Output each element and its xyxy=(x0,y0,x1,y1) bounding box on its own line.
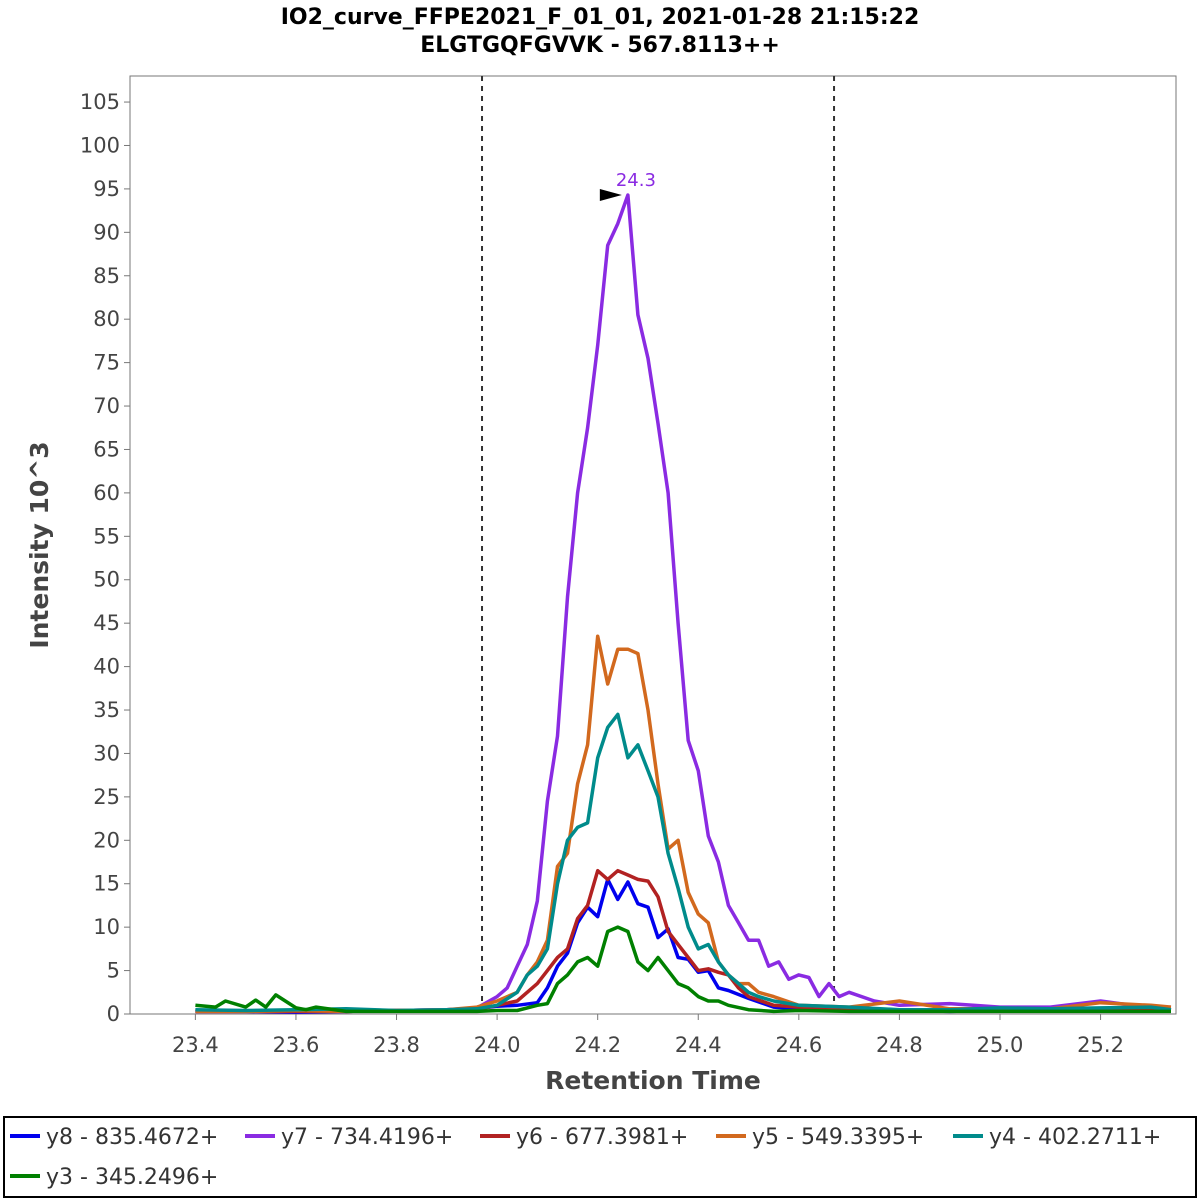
peak-boundaries xyxy=(481,76,836,1014)
x-axis: 23.4 23.6 23.8 24.0 24.2 24.4 24.6 24.8 25.0 25.2 xyxy=(172,1014,1124,1057)
peak-annotation: 24.3 xyxy=(599,170,656,201)
y-tick-label: 20 xyxy=(93,828,120,852)
y-tick-label: 75 xyxy=(93,351,120,375)
x-tick-label: 24.2 xyxy=(574,1033,621,1057)
x-axis-title: Retention Time xyxy=(545,1066,761,1095)
legend-label: y4 - 402.2711+ xyxy=(989,1125,1161,1150)
chart-title-line2: ELGTGQFGVVK - 567.8113++ xyxy=(420,33,780,58)
y-tick-label: 70 xyxy=(93,394,120,418)
x-tick-label: 24.6 xyxy=(775,1033,822,1057)
x-tick-label: 24.0 xyxy=(474,1033,521,1057)
x-tick-label: 24.8 xyxy=(876,1033,923,1057)
legend-label: y5 - 549.3395+ xyxy=(752,1125,924,1150)
y-tick-label: 90 xyxy=(93,220,120,244)
x-tick-label: 25.2 xyxy=(1077,1033,1124,1057)
series-layer xyxy=(195,193,1172,1015)
y-tick-label: 85 xyxy=(93,264,120,288)
y-tick-label: 0 xyxy=(107,1002,120,1026)
plot-area xyxy=(129,75,1177,1015)
x-tick-label: 25.0 xyxy=(977,1033,1024,1057)
peak-label: 24.3 xyxy=(616,170,656,191)
y-tick-label: 105 xyxy=(80,90,120,114)
chart-title-line1: IO2_curve_FFPE2021_F_01_01, 2021-01-28 2… xyxy=(281,5,920,30)
y-tick-label: 25 xyxy=(93,785,120,809)
y-tick-label: 30 xyxy=(93,741,120,765)
series-line-2 xyxy=(195,193,1172,1014)
legend: y8 - 835.4672+ y7 - 734.4196+ y6 - 677.398… xyxy=(10,1125,1161,1190)
series-line-6 xyxy=(195,925,1171,1014)
y-axis-title: Intensity 10^3 xyxy=(25,441,54,648)
legend-box xyxy=(3,1116,1197,1198)
legend-label: y3 - 345.2496+ xyxy=(46,1165,218,1190)
y-axis: 0 5 10 15 20 25 30 35 40 45 50 55 60 65 70 75 80 85 90 95 10… xyxy=(80,90,130,1026)
y-tick-label: 15 xyxy=(93,872,120,896)
x-tick-label: 23.8 xyxy=(373,1033,420,1057)
y-tick-label: 100 xyxy=(80,133,120,157)
y-tick-label: 45 xyxy=(93,611,120,635)
y-tick-label: 80 xyxy=(93,307,120,331)
legend-label: y7 - 734.4196+ xyxy=(281,1125,453,1150)
y-tick-label: 35 xyxy=(93,698,120,722)
x-tick-label: 23.6 xyxy=(273,1033,320,1057)
y-tick-label: 60 xyxy=(93,481,120,505)
x-tick-label: 23.4 xyxy=(172,1033,219,1057)
y-tick-label: 40 xyxy=(93,655,120,679)
y-tick-label: 65 xyxy=(93,437,120,461)
y-tick-label: 10 xyxy=(93,915,120,939)
series-line-5 xyxy=(195,712,1172,1013)
x-tick-label: 24.4 xyxy=(675,1033,722,1057)
y-tick-label: 5 xyxy=(107,959,120,983)
y-tick-label: 55 xyxy=(93,524,120,548)
legend-label: y6 - 677.3981+ xyxy=(516,1125,688,1150)
peak-arrow-icon xyxy=(599,188,622,201)
y-tick-label: 95 xyxy=(93,177,120,201)
legend-label: y8 - 835.4672+ xyxy=(46,1125,218,1150)
y-tick-label: 50 xyxy=(93,568,120,592)
